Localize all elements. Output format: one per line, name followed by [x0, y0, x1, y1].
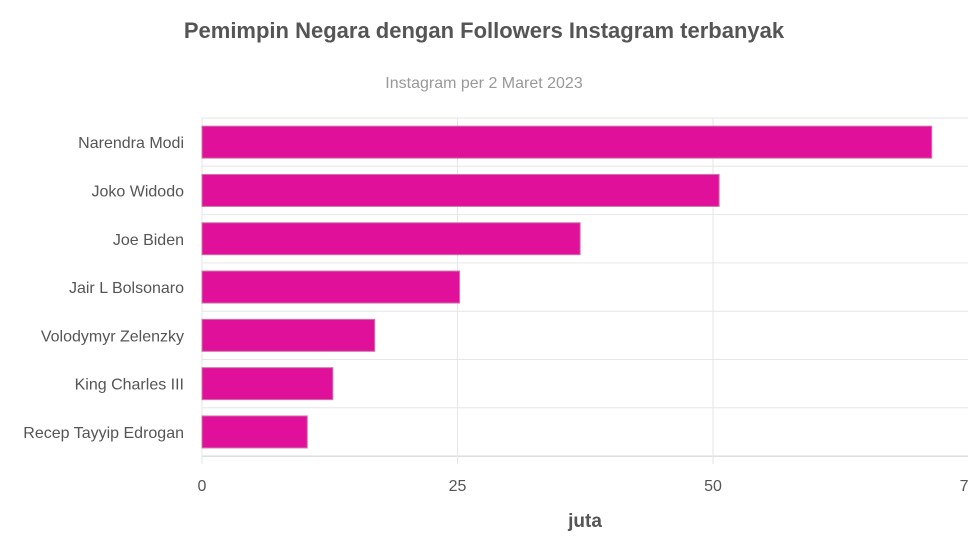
- bar: [201, 173, 720, 207]
- category-label: Jair L Bolsonaro: [69, 280, 184, 297]
- category-label: Joe Biden: [113, 232, 184, 249]
- x-tick-label: 75: [960, 478, 968, 495]
- bar: [201, 415, 308, 449]
- chart-title: Pemimpin Negara dengan Followers Instagr…: [184, 18, 785, 43]
- chart-subtitle: Instagram per 2 Maret 2023: [385, 75, 583, 92]
- bar: [201, 270, 461, 304]
- x-tick-label: 25: [449, 478, 467, 495]
- bar: [201, 318, 376, 352]
- bar: [201, 367, 334, 401]
- category-label: King Charles III: [75, 377, 184, 394]
- bars: [201, 125, 933, 449]
- category-label: Volodymyr Zelenzky: [41, 328, 184, 345]
- x-tick-label: 50: [704, 478, 722, 495]
- category-label: Recep Tayyip Edrogan: [23, 425, 184, 442]
- bar: [201, 125, 933, 159]
- category-label: Joko Widodo: [92, 183, 185, 200]
- bar: [201, 222, 581, 256]
- x-axis-label: juta: [567, 511, 602, 532]
- x-tick-labels: 0 25 50 75: [198, 478, 968, 495]
- category-labels: Narendra Modi Joko Widodo Joe Biden Jair L …: [23, 135, 184, 442]
- category-label: Narendra Modi: [78, 135, 184, 152]
- x-tick-label: 0: [198, 478, 207, 495]
